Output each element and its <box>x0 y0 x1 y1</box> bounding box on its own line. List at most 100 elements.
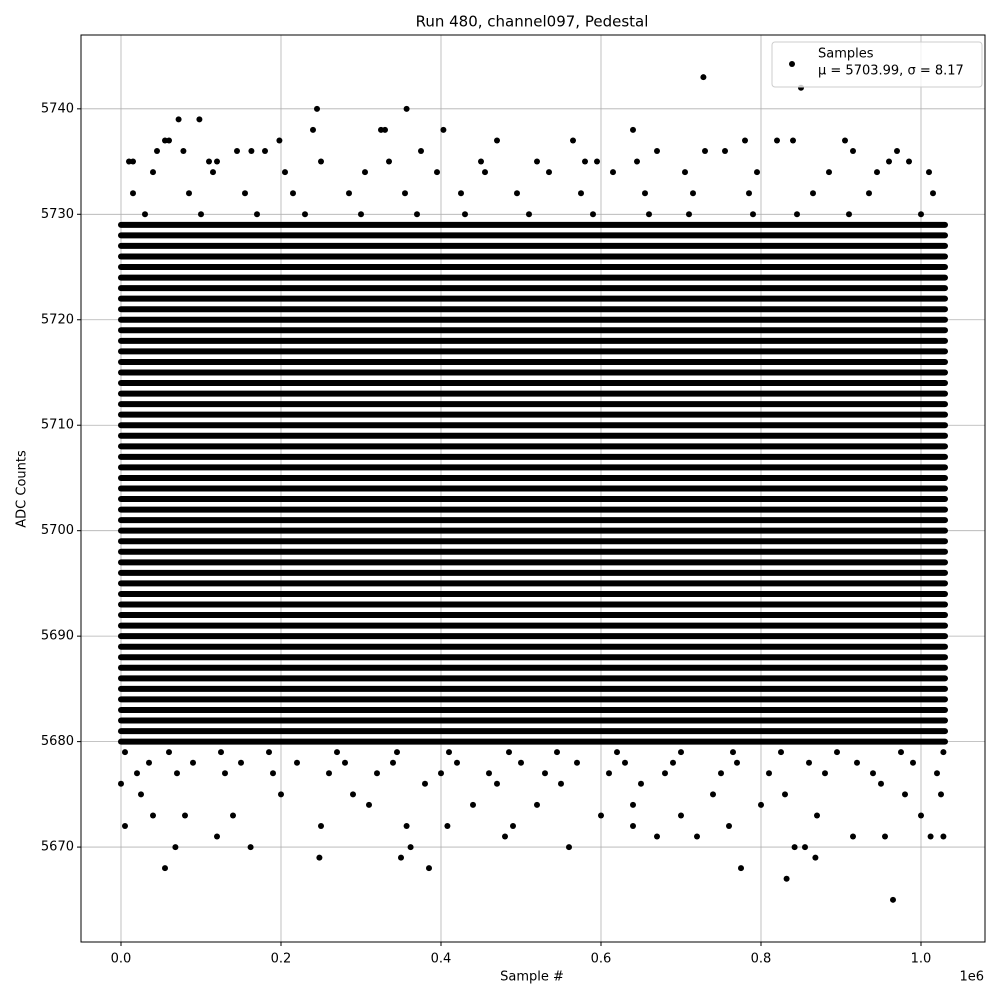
sample-point <box>870 770 876 777</box>
sample-point <box>590 211 596 218</box>
sample-point <box>316 854 323 861</box>
sample-point <box>866 190 872 197</box>
sample-point <box>130 190 136 197</box>
sample-point <box>654 833 660 840</box>
y-tick-label: 5690 <box>41 629 74 644</box>
sample-point <box>290 190 296 197</box>
sample-point <box>182 812 188 819</box>
sample-point <box>718 770 724 777</box>
sample-point <box>394 749 400 756</box>
sample-point <box>938 791 944 798</box>
sample-point <box>630 126 636 133</box>
sample-point <box>247 844 254 851</box>
sample-point <box>918 812 924 819</box>
sample-point <box>886 158 892 165</box>
sample-point <box>222 770 228 777</box>
sample-point <box>172 844 179 851</box>
y-tick-label: 5730 <box>41 207 74 222</box>
sample-point <box>302 211 308 218</box>
sample-point <box>166 137 172 144</box>
sample-point <box>578 190 584 197</box>
sample-point <box>610 169 616 176</box>
sample-point <box>518 759 524 766</box>
sample-point <box>248 148 255 155</box>
sample-point <box>534 158 540 165</box>
sample-point <box>422 780 428 787</box>
sample-point <box>334 749 340 756</box>
sample-point <box>791 844 798 851</box>
sample-point <box>582 158 588 165</box>
sample-point <box>266 749 272 756</box>
sample-point <box>146 759 152 766</box>
sample-point <box>174 770 180 777</box>
y-tick-label: 5740 <box>41 101 74 116</box>
sample-point <box>790 137 796 144</box>
sample-point <box>902 791 908 798</box>
sample-point <box>502 833 508 840</box>
sample-point <box>462 211 468 218</box>
sample-point <box>398 854 404 861</box>
legend-label: Samples <box>818 47 874 62</box>
sample-point <box>686 211 692 218</box>
sample-point <box>434 169 440 176</box>
sample-point <box>927 833 934 840</box>
sample-point <box>386 158 392 165</box>
y-tick-label: 5680 <box>41 734 74 749</box>
sample-point <box>318 822 324 829</box>
sample-point <box>926 169 932 176</box>
sample-point <box>850 833 856 840</box>
sample-point <box>230 812 236 819</box>
sample-point <box>402 190 408 197</box>
sample-point <box>598 812 604 819</box>
sample-point <box>694 833 700 840</box>
sample-point <box>198 211 204 218</box>
sample-point <box>142 211 148 218</box>
sample-point <box>403 822 410 829</box>
sample-point <box>186 190 192 197</box>
sample-point <box>774 137 780 144</box>
sample-point <box>366 801 372 808</box>
sample-point <box>726 822 732 829</box>
sample-point <box>510 822 516 829</box>
legend-box <box>771 41 983 88</box>
sample-point <box>374 770 380 777</box>
sample-point <box>486 770 492 777</box>
sample-point <box>734 759 740 766</box>
sample-point <box>214 833 220 840</box>
sample-point <box>898 749 904 756</box>
sample-point <box>594 158 600 165</box>
sample-point <box>270 770 276 777</box>
sample-point <box>682 169 688 176</box>
sample-point <box>890 896 896 903</box>
sample-point <box>754 169 760 176</box>
sample-point <box>810 190 816 197</box>
sample-point <box>262 148 268 155</box>
sample-point <box>758 801 764 808</box>
legend-note: μ = 5703.99, σ = 8.17 <box>818 64 964 79</box>
sample-point <box>478 158 484 165</box>
sample-point <box>318 158 324 165</box>
sample-point <box>678 812 684 819</box>
sample-point <box>662 770 668 777</box>
sample-point <box>826 169 832 176</box>
sample-point <box>834 749 840 756</box>
sample-point <box>118 780 124 787</box>
sample-point <box>894 148 900 155</box>
sample-point <box>630 801 636 808</box>
sample-point <box>358 211 364 218</box>
legend: Samples μ = 5703.99, σ = 8.17 <box>771 41 983 88</box>
sample-point <box>494 780 500 787</box>
sample-point <box>906 158 912 165</box>
sample-point <box>206 158 212 165</box>
chart-title: Run 480, channel097, Pedestal <box>416 13 649 31</box>
x-tick-label: 0.4 <box>431 952 452 967</box>
sample-point <box>554 749 560 756</box>
sample-point <box>570 137 576 144</box>
sample-point <box>874 169 880 176</box>
sample-point <box>910 759 916 766</box>
sample-point <box>326 770 332 777</box>
sample-point <box>175 116 182 123</box>
sample-point <box>642 190 648 197</box>
sample-point <box>782 791 788 798</box>
sample-point <box>350 791 356 798</box>
